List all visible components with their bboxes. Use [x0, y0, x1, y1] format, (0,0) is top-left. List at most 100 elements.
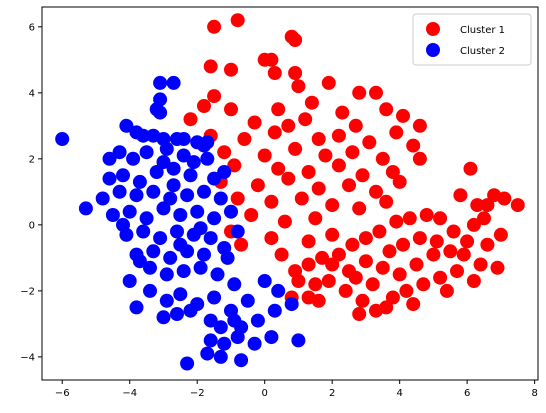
point-cluster-2-93 [230, 224, 245, 239]
point-cluster-2-100 [132, 254, 147, 269]
point-cluster-1-48 [385, 165, 400, 179]
point-cluster-1-32 [311, 132, 326, 146]
point-cluster-1-97 [321, 274, 336, 288]
legend-marker-cluster-2 [426, 43, 440, 57]
y-tick-label: 4 [29, 88, 35, 99]
x-axis: −6 −4 −2 0 2 4 6 8 [55, 380, 538, 399]
legend-marker-cluster-1 [426, 22, 440, 36]
point-cluster-2-56 [159, 267, 174, 282]
point-cluster-2-33 [180, 188, 195, 203]
point-cluster-2-62 [143, 283, 157, 298]
point-cluster-2-57 [176, 264, 191, 279]
point-cluster-2-2 [153, 75, 168, 90]
point-cluster-2-26 [183, 168, 198, 183]
point-cluster-1-103 [416, 277, 431, 292]
point-cluster-1-89 [358, 231, 373, 246]
point-cluster-1-36 [217, 145, 232, 160]
point-cluster-1-102 [399, 283, 414, 298]
point-cluster-1-10 [321, 75, 336, 90]
point-cluster-2-29 [112, 184, 127, 199]
point-cluster-1-93 [301, 257, 316, 272]
point-cluster-1-106 [466, 274, 481, 288]
point-cluster-2-101 [166, 178, 181, 193]
point-cluster-2-69 [170, 307, 184, 321]
point-cluster-1-124 [406, 297, 421, 312]
point-cluster-1-123 [348, 270, 363, 285]
point-cluster-1-67 [301, 234, 316, 249]
point-cluster-1-34 [362, 135, 377, 150]
y-tick-label: 6 [29, 22, 35, 33]
point-cluster-1-77 [466, 217, 481, 232]
point-cluster-1-90 [345, 237, 360, 252]
point-cluster-2-58 [193, 260, 208, 275]
x-tick-label: 8 [531, 388, 537, 399]
point-cluster-2-17 [139, 145, 154, 160]
point-cluster-1-117 [396, 237, 410, 252]
point-cluster-1-79 [480, 237, 495, 252]
x-tick-label: 0 [262, 388, 268, 399]
point-cluster-1-17 [271, 102, 286, 117]
point-cluster-2-40 [173, 208, 188, 222]
legend: Cluster 1 Cluster 2 [412, 13, 532, 66]
point-cluster-1-78 [493, 227, 508, 242]
point-cluster-2-44 [136, 224, 151, 239]
point-cluster-2-59 [210, 267, 225, 282]
point-cluster-2-0 [55, 132, 70, 146]
point-cluster-1-59 [325, 198, 340, 213]
point-cluster-2-87 [213, 349, 228, 364]
point-cluster-1-43 [227, 158, 242, 173]
point-cluster-2-41 [190, 204, 205, 219]
point-cluster-2-32 [163, 191, 178, 206]
point-cluster-2-6 [153, 105, 168, 120]
x-tick-label: 4 [396, 388, 402, 399]
point-cluster-2-64 [173, 287, 188, 302]
point-cluster-1-81 [473, 257, 488, 272]
point-cluster-2-61 [129, 300, 144, 315]
point-cluster-1-127 [460, 234, 475, 249]
point-cluster-2-77 [267, 303, 282, 318]
point-cluster-1-92 [315, 250, 330, 265]
point-cluster-2-90 [291, 333, 306, 348]
point-cluster-2-103 [156, 155, 171, 170]
series-cluster-2 [55, 75, 306, 371]
point-cluster-1-28 [412, 118, 427, 133]
point-cluster-1-15 [197, 99, 211, 113]
point-cluster-2-53 [197, 247, 211, 262]
point-cluster-2-84 [247, 336, 262, 351]
point-cluster-1-66 [264, 231, 279, 246]
point-cluster-1-91 [331, 247, 346, 262]
point-cluster-2-1 [78, 201, 93, 216]
point-cluster-2-45 [153, 231, 168, 246]
point-cluster-2-39 [156, 201, 171, 216]
point-cluster-1-35 [406, 138, 421, 153]
point-cluster-1-27 [389, 125, 404, 140]
plot-frame [41, 6, 539, 381]
point-cluster-1-24 [281, 118, 296, 133]
point-cluster-2-83 [230, 330, 245, 345]
point-cluster-1-111 [375, 260, 390, 275]
point-cluster-1-112 [358, 254, 373, 269]
point-cluster-1-45 [301, 165, 316, 179]
point-cluster-1-130 [311, 293, 326, 308]
point-cluster-1-125 [379, 300, 394, 315]
point-cluster-2-81 [203, 333, 218, 348]
point-cluster-2-37 [122, 204, 137, 219]
point-cluster-1-0 [207, 19, 222, 34]
y-tick-label: 0 [29, 220, 35, 231]
point-cluster-1-72 [470, 198, 485, 213]
point-cluster-1-38 [288, 141, 303, 156]
point-cluster-1-76 [510, 198, 525, 213]
point-cluster-1-47 [355, 168, 370, 183]
point-cluster-2-76 [284, 297, 299, 312]
point-cluster-1-56 [230, 191, 245, 206]
point-cluster-1-51 [281, 171, 296, 186]
point-cluster-1-101 [385, 290, 400, 305]
x-tick-label: −6 [55, 388, 70, 399]
point-cluster-1-119 [429, 234, 444, 249]
point-cluster-2-35 [213, 191, 228, 206]
point-cluster-2-78 [250, 313, 265, 328]
point-cluster-1-42 [412, 151, 427, 166]
point-cluster-1-57 [264, 194, 279, 209]
point-cluster-2-16 [126, 151, 141, 166]
point-cluster-2-24 [149, 165, 164, 179]
